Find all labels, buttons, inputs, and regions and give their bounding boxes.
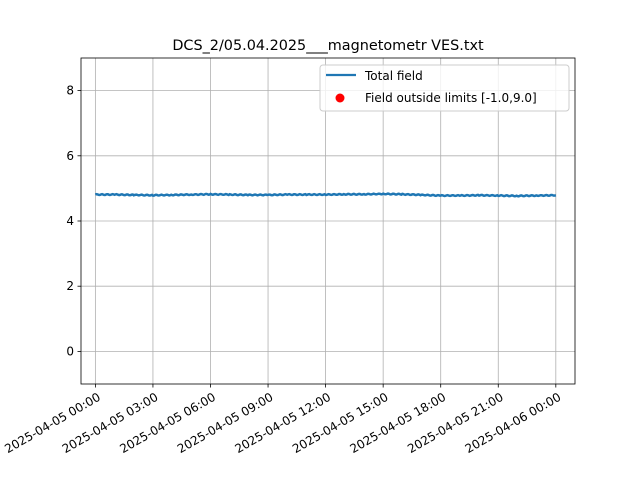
- x-tick-label: 2025-04-05 00:00: [2, 390, 103, 456]
- y-tick-label: 0: [66, 344, 74, 358]
- x-tick-label: 2025-04-06 00:00: [463, 390, 564, 456]
- legend: Total field Field outside limits [-1.0,9…: [319, 64, 570, 112]
- y-tick-label: 8: [66, 84, 74, 98]
- y-tick-label: 6: [66, 149, 74, 163]
- legend-label-total-field: Total field: [364, 69, 423, 83]
- y-tick-label: 4: [66, 214, 74, 228]
- x-tick-label: 2025-04-05 09:00: [175, 390, 276, 456]
- x-tick-label: 2025-04-05 06:00: [117, 390, 218, 456]
- legend-dot-swatch: [335, 93, 345, 103]
- chart-title: DCS_2/05.04.2025___magnetometr VES.txt: [172, 38, 484, 54]
- legend-label-outside-limits: Field outside limits [-1.0,9.0]: [365, 91, 537, 105]
- x-tick-label: 2025-04-05 03:00: [60, 390, 161, 456]
- x-tick-label: 2025-04-05 15:00: [290, 390, 391, 456]
- series-layer: [94, 192, 557, 198]
- x-tick-label: 2025-04-05 12:00: [232, 390, 333, 456]
- x-tick-label: 2025-04-05 21:00: [405, 390, 506, 456]
- y-axis: 0 2 4 6 8: [66, 84, 81, 358]
- x-tick-label: 2025-04-05 18:00: [348, 390, 449, 456]
- legend-box: [319, 64, 570, 112]
- y-tick-label: 2: [66, 279, 74, 293]
- series-line-total-field: [94, 192, 557, 198]
